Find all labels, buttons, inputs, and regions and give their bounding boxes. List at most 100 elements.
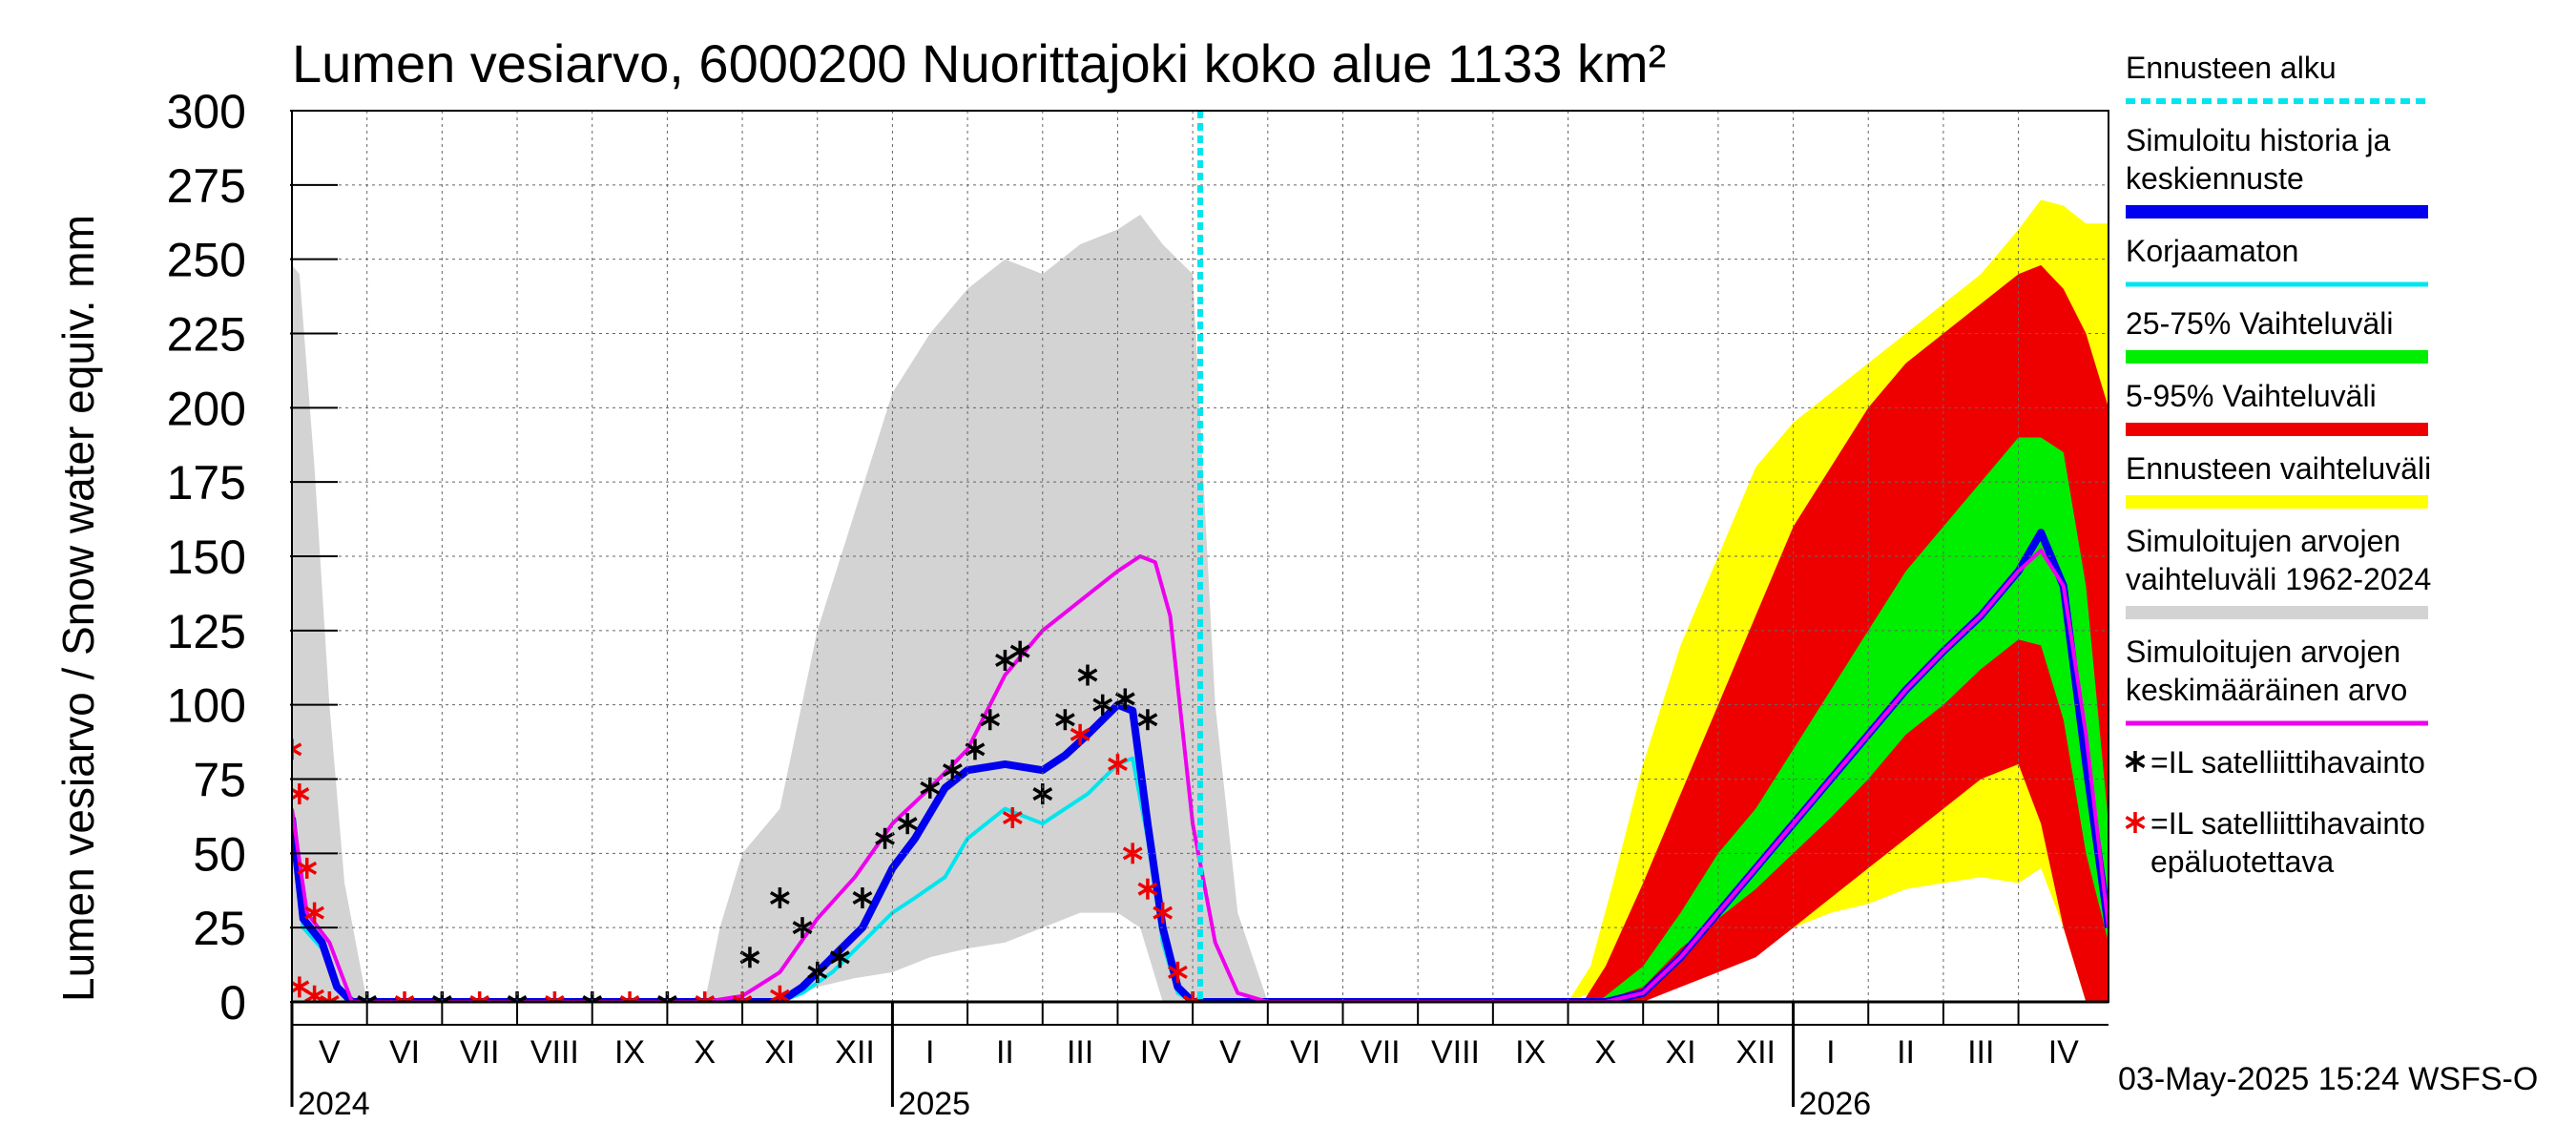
satellite-obs-unreliable-marker bbox=[297, 857, 318, 879]
star-stroke bbox=[1122, 846, 1143, 861]
legend-star-icon bbox=[2125, 751, 2146, 772]
satellite-obs-marker bbox=[1054, 709, 1075, 731]
legend-item: Ennusteen vaihteluväli bbox=[2126, 451, 2431, 509]
legend-item: Ennusteen alku bbox=[2126, 51, 2428, 104]
satellite-obs-marker bbox=[1137, 709, 1158, 731]
satellite-obs-marker bbox=[739, 947, 760, 968]
legend-item: =IL satelliittihavainto bbox=[2125, 745, 2425, 780]
y-tick-label: 175 bbox=[167, 456, 246, 510]
star-stroke bbox=[732, 994, 746, 1002]
star-stroke bbox=[663, 994, 677, 1002]
month-label: V bbox=[319, 1034, 341, 1071]
satellite-obs-marker bbox=[980, 709, 1001, 731]
star-stroke bbox=[1153, 906, 1174, 920]
satellite-obs-marker bbox=[770, 887, 790, 909]
star-stroke bbox=[942, 763, 963, 778]
star-stroke bbox=[995, 653, 1015, 667]
star-stroke bbox=[852, 891, 873, 906]
legend-label: vaihteluväli 1962-2024 bbox=[2126, 562, 2431, 596]
satellite-obs-unreliable-marker bbox=[1137, 878, 1158, 900]
satellite-obs-unreliable-marker bbox=[1122, 843, 1143, 864]
simulated-mean-line bbox=[292, 548, 2109, 1002]
y-tick-label: 100 bbox=[167, 679, 246, 733]
month-label: IV bbox=[1140, 1034, 1171, 1071]
legend-item: 5-95% Vaihteluväli bbox=[2126, 379, 2428, 436]
satellite-obs-unreliable-marker bbox=[304, 985, 325, 1002]
range-5-95-area bbox=[1583, 264, 2109, 1002]
plot-area bbox=[292, 199, 2109, 1002]
month-label: I bbox=[1826, 1034, 1835, 1071]
star-stroke bbox=[513, 994, 528, 1002]
star-stroke bbox=[319, 994, 333, 1002]
star-stroke bbox=[544, 994, 558, 1002]
star-stroke bbox=[792, 921, 813, 935]
month-label: VI bbox=[1290, 1034, 1320, 1071]
satellite-obs-marker bbox=[875, 827, 895, 849]
star-stroke bbox=[770, 891, 790, 906]
star-stroke bbox=[304, 906, 325, 920]
satellite-obs-unreliable-marker bbox=[1002, 806, 1023, 828]
legend-item: Korjaamaton bbox=[2126, 234, 2428, 287]
star-stroke bbox=[551, 994, 565, 1002]
legend-label: 25-75% Vaihteluväli bbox=[2126, 306, 2393, 341]
y-tick-label: 75 bbox=[193, 754, 246, 807]
star-stroke bbox=[695, 994, 709, 1002]
star-stroke bbox=[739, 950, 760, 965]
y-tick-label: 150 bbox=[167, 531, 246, 584]
year-label: 2025 bbox=[898, 1086, 970, 1122]
legend-label: Ennusteen alku bbox=[2126, 51, 2337, 85]
star-stroke bbox=[1182, 994, 1196, 1002]
month-label: IX bbox=[1515, 1034, 1546, 1071]
star-stroke bbox=[476, 994, 490, 1002]
month-label: VII bbox=[460, 1034, 500, 1071]
year-label: 2024 bbox=[298, 1086, 370, 1122]
month-label: V bbox=[1219, 1034, 1241, 1071]
y-tick-label: 300 bbox=[167, 85, 246, 138]
legend-star-stroke bbox=[2125, 815, 2146, 830]
star-stroke bbox=[920, 781, 941, 795]
star-stroke bbox=[619, 994, 634, 1002]
month-label: XII bbox=[1735, 1034, 1776, 1071]
legend-star-stroke bbox=[2125, 754, 2146, 769]
legend-label: Simuloitujen arvojen bbox=[2126, 524, 2400, 558]
legend-label: Korjaamaton bbox=[2126, 234, 2298, 268]
satellite-obs-marker bbox=[829, 947, 850, 968]
star-stroke bbox=[507, 994, 521, 1002]
y-tick-label: 225 bbox=[167, 308, 246, 362]
star-stroke bbox=[829, 950, 850, 965]
y-tick-label: 200 bbox=[167, 382, 246, 435]
satellite-obs-unreliable-marker bbox=[544, 991, 565, 1002]
month-label: VI bbox=[389, 1034, 420, 1071]
legend-item: Simuloitu historia ja keskiennuste bbox=[2126, 123, 2428, 219]
star-stroke bbox=[297, 861, 318, 875]
star-stroke bbox=[589, 994, 603, 1002]
star-stroke bbox=[292, 747, 302, 757]
legend-label: 5-95% Vaihteluväli bbox=[2126, 379, 2377, 413]
y-tick-label: 50 bbox=[193, 827, 246, 881]
star-stroke bbox=[1077, 668, 1098, 682]
satellite-obs-unreliable-marker bbox=[319, 991, 340, 1002]
star-stroke bbox=[875, 831, 895, 845]
month-label: X bbox=[1595, 1034, 1617, 1071]
star-stroke bbox=[364, 994, 378, 1002]
satellite-obs-unreliable-marker bbox=[770, 985, 790, 1002]
satellite-obs-unreliable-marker bbox=[1108, 753, 1128, 775]
star-stroke bbox=[401, 994, 415, 1002]
star-stroke bbox=[738, 994, 753, 1002]
legend-label: =IL satelliittihavainto bbox=[2150, 745, 2425, 780]
star-stroke bbox=[897, 817, 918, 831]
month-label: XI bbox=[764, 1034, 795, 1071]
star-stroke bbox=[770, 989, 790, 1002]
y-tick-label: 25 bbox=[193, 902, 246, 955]
legend-label: =IL satelliittihavainto bbox=[2150, 806, 2425, 841]
timestamp: 03-May-2025 15:24 WSFS-O bbox=[2118, 1061, 2538, 1097]
star-stroke bbox=[394, 994, 408, 1002]
satellite-obs-unreliable-marker bbox=[394, 991, 415, 1002]
month-label: VIII bbox=[530, 1034, 579, 1071]
star-stroke bbox=[656, 994, 671, 1002]
satellite-obs-marker bbox=[1009, 640, 1030, 662]
y-tick-label: 250 bbox=[167, 234, 246, 287]
satellite-obs-unreliable-marker bbox=[1167, 961, 1188, 983]
satellite-obs-marker bbox=[1114, 688, 1135, 710]
